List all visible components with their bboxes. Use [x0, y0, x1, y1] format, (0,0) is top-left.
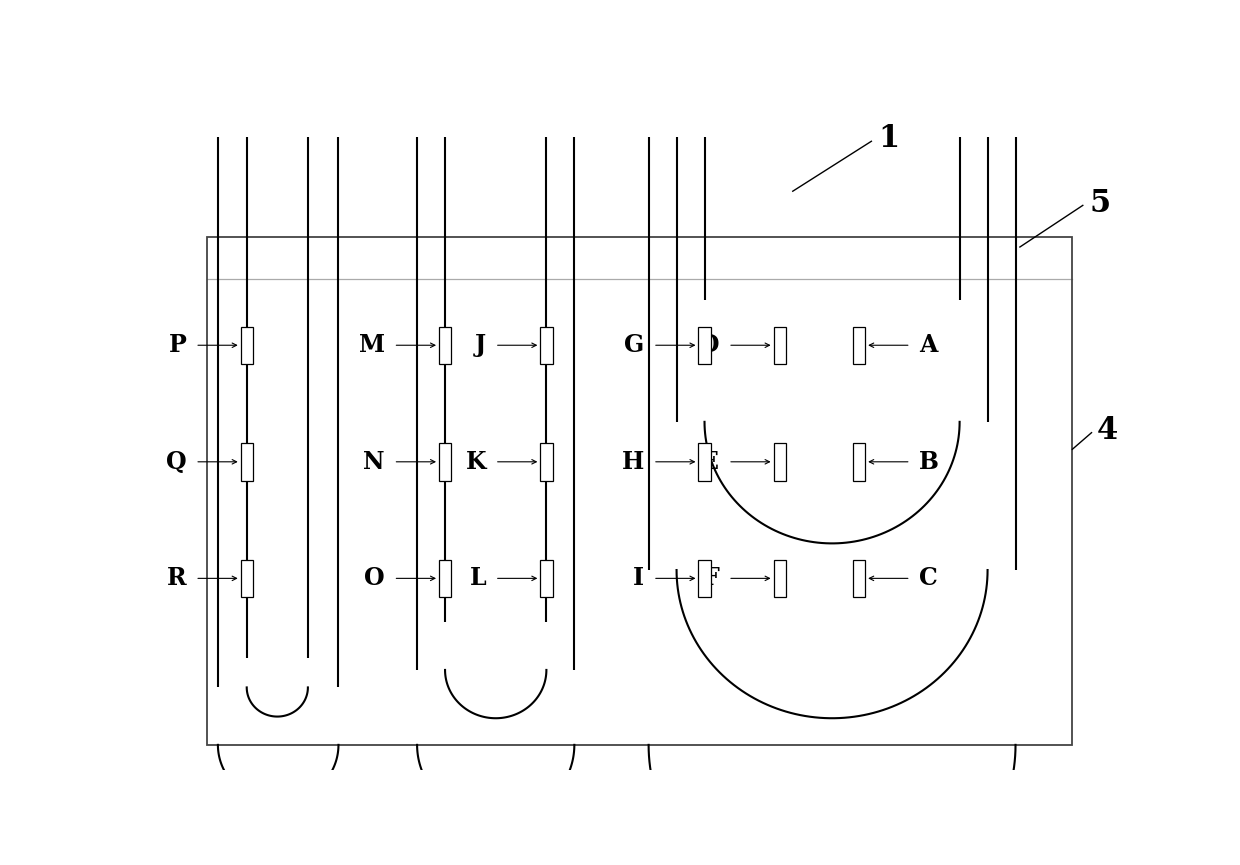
Text: J: J	[475, 333, 486, 357]
Bar	[207, 237, 1073, 745]
Bar	[774, 326, 786, 364]
Bar	[241, 560, 253, 597]
Text: L: L	[470, 567, 486, 590]
Bar	[241, 443, 253, 481]
Text: N: N	[363, 450, 384, 474]
Text: E: E	[702, 450, 719, 474]
Text: A: A	[919, 333, 937, 357]
Text: F: F	[703, 567, 719, 590]
Text: R: R	[167, 567, 186, 590]
Bar	[853, 443, 866, 481]
Bar	[439, 443, 451, 481]
Bar	[241, 326, 253, 364]
Text: P: P	[169, 333, 186, 357]
Bar	[853, 326, 866, 364]
Text: 1: 1	[878, 124, 899, 154]
Text: G: G	[624, 333, 645, 357]
Bar	[439, 326, 451, 364]
Bar	[698, 326, 711, 364]
Bar	[439, 560, 451, 597]
Text: 4: 4	[1096, 414, 1118, 445]
Text: O: O	[365, 567, 384, 590]
Bar	[698, 443, 711, 481]
Text: I: I	[634, 567, 645, 590]
Text: D: D	[699, 333, 719, 357]
Bar	[698, 560, 711, 597]
Text: 5: 5	[1090, 189, 1111, 219]
Text: K: K	[465, 450, 486, 474]
Text: M: M	[358, 333, 384, 357]
Bar	[541, 326, 553, 364]
Bar	[774, 443, 786, 481]
Bar	[774, 560, 786, 597]
Text: H: H	[622, 450, 645, 474]
Text: Q: Q	[166, 450, 186, 474]
Text: B: B	[919, 450, 940, 474]
Text: C: C	[919, 567, 939, 590]
Bar	[541, 443, 553, 481]
Bar	[541, 560, 553, 597]
Bar	[853, 560, 866, 597]
